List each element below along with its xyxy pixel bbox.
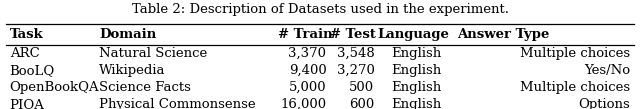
Text: Multiple choices: Multiple choices [520, 81, 630, 94]
Text: Yes/No: Yes/No [584, 64, 630, 77]
Text: English: English [391, 81, 441, 94]
Text: # Test: # Test [330, 28, 376, 41]
Text: 9,400: 9,400 [289, 64, 326, 77]
Text: English: English [391, 98, 441, 109]
Text: 16,000: 16,000 [280, 98, 326, 109]
Text: Task: Task [10, 28, 44, 41]
Text: 600: 600 [349, 98, 374, 109]
Text: Science Facts: Science Facts [99, 81, 191, 94]
Text: BooLQ: BooLQ [10, 64, 55, 77]
Text: Multiple choices: Multiple choices [520, 47, 630, 60]
Text: Table 2: Description of Datasets used in the experiment.: Table 2: Description of Datasets used in… [131, 3, 509, 16]
Text: 5,000: 5,000 [289, 81, 326, 94]
Text: English: English [391, 47, 441, 60]
Text: ARC: ARC [10, 47, 39, 60]
Text: OpenBookQA: OpenBookQA [10, 81, 99, 94]
Text: Physical Commonsense: Physical Commonsense [99, 98, 256, 109]
Text: Options: Options [579, 98, 630, 109]
Text: Answer Type: Answer Type [458, 28, 550, 41]
Text: Domain: Domain [99, 28, 156, 41]
Text: PIQA: PIQA [10, 98, 44, 109]
Text: 3,370: 3,370 [289, 47, 326, 60]
Text: 3,270: 3,270 [337, 64, 374, 77]
Text: 500: 500 [349, 81, 374, 94]
Text: Natural Science: Natural Science [99, 47, 207, 60]
Text: Language: Language [378, 28, 449, 41]
Text: English: English [391, 64, 441, 77]
Text: 3,548: 3,548 [337, 47, 374, 60]
Text: # Train: # Train [278, 28, 333, 41]
Text: Wikipedia: Wikipedia [99, 64, 166, 77]
